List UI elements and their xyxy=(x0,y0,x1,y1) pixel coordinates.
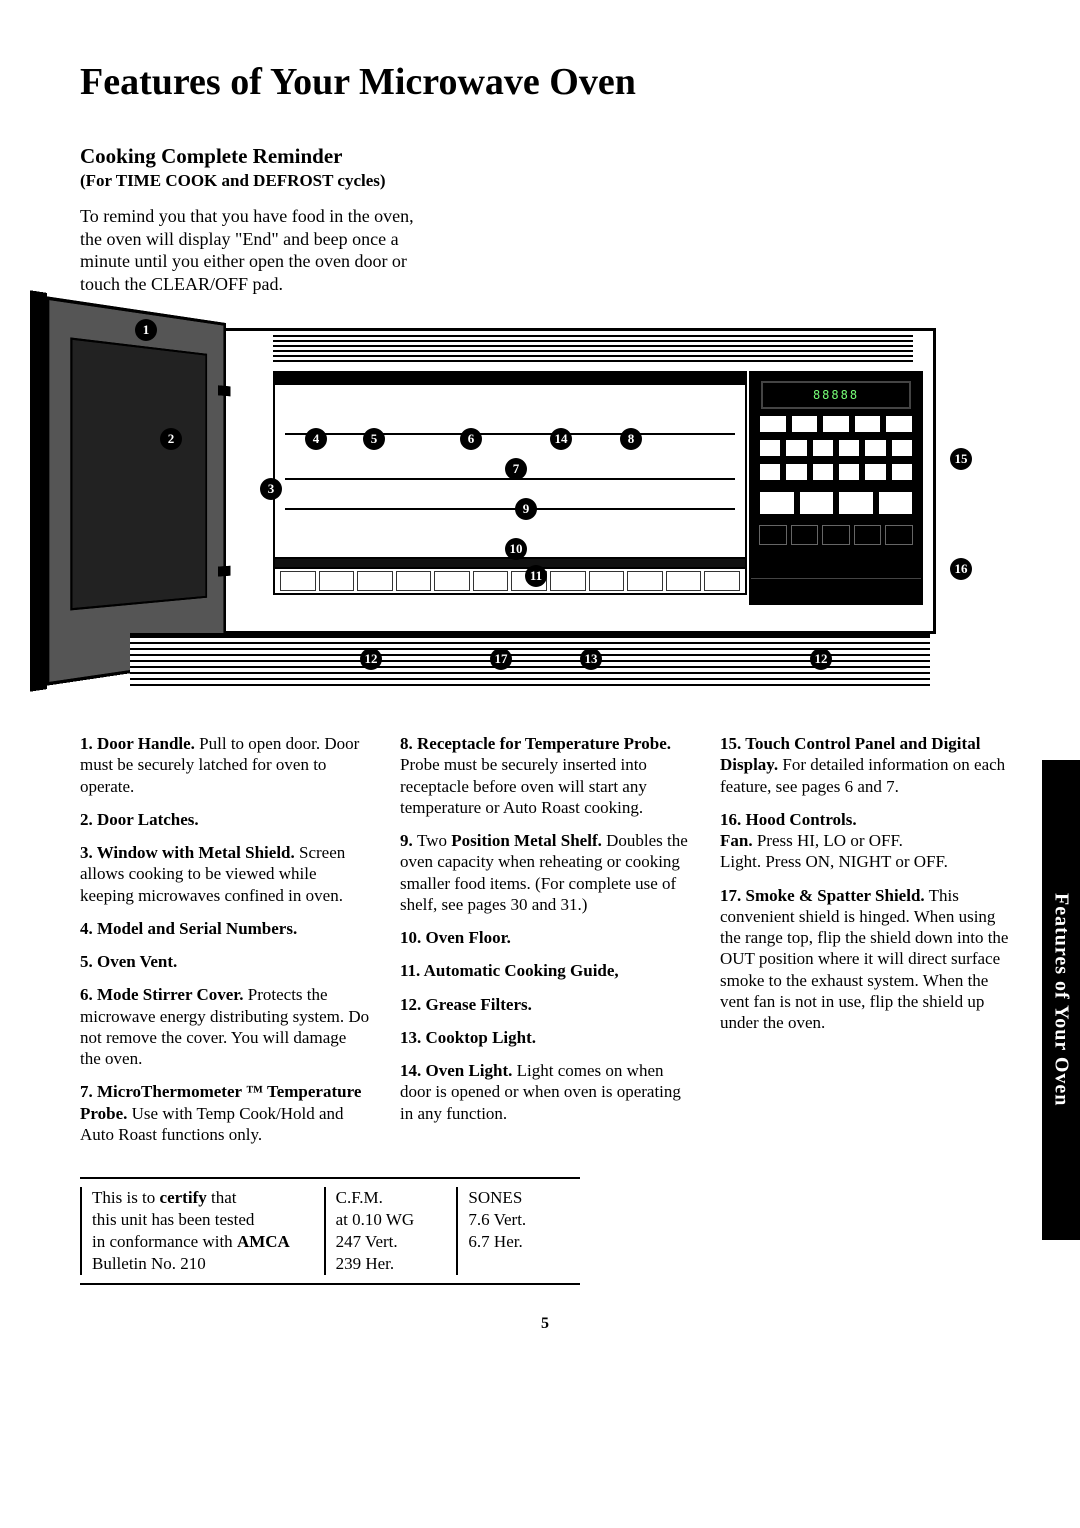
digital-display: 88888 xyxy=(761,381,911,409)
key xyxy=(854,415,882,433)
shelf-lower xyxy=(285,508,735,510)
key xyxy=(854,525,882,545)
key xyxy=(864,463,886,481)
feature-item: 8. Receptacle for Temperature Probe. Pro… xyxy=(400,733,690,818)
features-col-2: 8. Receptacle for Temperature Probe. Pro… xyxy=(400,733,690,1157)
cert-col-2: C.F.M.at 0.10 WG247 Vert.239 Her. xyxy=(324,1187,457,1275)
feature-item: 5. Oven Vent. xyxy=(80,951,370,972)
manual-page: Features of Your Microwave Oven Cooking … xyxy=(0,0,1080,1373)
control-row-2 xyxy=(759,439,913,457)
key xyxy=(785,439,807,457)
features-col-3: 15. Touch Control Panel and Digital Disp… xyxy=(720,733,1010,1157)
callout-10: 10 xyxy=(505,538,527,560)
feature-item: 1. Door Handle. Pull to open door. Door … xyxy=(80,733,370,797)
callout-17: 17 xyxy=(490,648,512,670)
cooking-guide-strip xyxy=(275,567,745,593)
control-row-3 xyxy=(759,463,913,481)
callout-3: 3 xyxy=(260,478,282,500)
callout-7: 7 xyxy=(505,458,527,480)
oven-door xyxy=(46,296,226,686)
page-title: Features of Your Microwave Oven xyxy=(80,60,1010,104)
door-window xyxy=(70,337,207,610)
key xyxy=(812,463,834,481)
key xyxy=(878,491,914,515)
feature-item: 6. Mode Stirrer Cover. Protects the micr… xyxy=(80,984,370,1069)
feature-item: 2. Door Latches. xyxy=(80,809,370,830)
subtitle-paren: (For TIME COOK and DEFROST cycles) xyxy=(80,171,1010,191)
key xyxy=(791,525,819,545)
key xyxy=(891,463,913,481)
shelf-upper xyxy=(285,433,735,435)
top-vent xyxy=(273,335,913,365)
control-row-1 xyxy=(759,415,913,433)
key xyxy=(759,463,781,481)
door-handle xyxy=(30,290,47,691)
microwave-diagram: 88888 xyxy=(90,313,960,703)
callout-5: 5 xyxy=(363,428,385,450)
callout-1: 1 xyxy=(135,319,157,341)
side-tab: Features of Your Oven xyxy=(1042,760,1080,1240)
callout-9: 9 xyxy=(515,498,537,520)
features-col-1: 1. Door Handle. Pull to open door. Door … xyxy=(80,733,370,1157)
oven-interior xyxy=(273,371,747,595)
section-subtitle: Cooking Complete Reminder xyxy=(80,144,1010,169)
hood-controls xyxy=(751,578,921,603)
feature-item: 14. Oven Light. Light comes on when door… xyxy=(400,1060,690,1124)
key xyxy=(812,439,834,457)
feature-item: 9. Two Position Metal Shelf. Doubles the… xyxy=(400,830,690,915)
key xyxy=(822,415,850,433)
page-number: 5 xyxy=(80,1315,1010,1333)
callout-2: 2 xyxy=(160,428,182,450)
key xyxy=(759,439,781,457)
microwave-body: 88888 xyxy=(130,328,936,634)
key xyxy=(785,463,807,481)
key xyxy=(891,439,913,457)
key xyxy=(838,491,874,515)
feature-item: 4. Model and Serial Numbers. xyxy=(80,918,370,939)
control-panel: 88888 xyxy=(749,371,923,605)
feature-item: 3. Window with Metal Shield. Screen allo… xyxy=(80,842,370,906)
control-row-5 xyxy=(759,525,913,545)
key xyxy=(822,525,850,545)
key xyxy=(864,439,886,457)
callout-8: 8 xyxy=(620,428,642,450)
interior-top xyxy=(275,373,745,385)
key xyxy=(759,415,787,433)
callout-13: 13 xyxy=(580,648,602,670)
callout-4: 4 xyxy=(305,428,327,450)
feature-item: 16. Hood Controls.Fan. Press HI, LO or O… xyxy=(720,809,1010,873)
door-latch xyxy=(218,385,230,396)
feature-item: 11. Automatic Cooking Guide, xyxy=(400,960,690,981)
callout-14: 14 xyxy=(550,428,572,450)
subtitle-block: Cooking Complete Reminder (For TIME COOK… xyxy=(80,144,1010,191)
key xyxy=(759,525,787,545)
feature-item: 10. Oven Floor. xyxy=(400,927,690,948)
feature-item: 7. MicroThermometer ™ Temperature Probe.… xyxy=(80,1081,370,1145)
key xyxy=(759,491,795,515)
features-columns: 1. Door Handle. Pull to open door. Door … xyxy=(80,733,1010,1157)
cert-col-1: This is to certify thatthis unit has bee… xyxy=(80,1187,324,1275)
intro-paragraph: To remind you that you have food in the … xyxy=(80,205,440,295)
feature-item: 12. Grease Filters. xyxy=(400,994,690,1015)
key xyxy=(838,439,860,457)
key xyxy=(799,491,835,515)
cert-col-3: SONES7.6 Vert.6.7 Her. xyxy=(456,1187,580,1275)
feature-item: 17. Smoke & Spatter Shield. This conveni… xyxy=(720,885,1010,1034)
callout-15: 15 xyxy=(950,448,972,470)
callout-12: 12 xyxy=(360,648,382,670)
callout-6: 6 xyxy=(460,428,482,450)
key xyxy=(791,415,819,433)
feature-item: 15. Touch Control Panel and Digital Disp… xyxy=(720,733,1010,797)
callout-12b: 12 xyxy=(810,648,832,670)
callout-11: 11 xyxy=(525,565,547,587)
callout-16: 16 xyxy=(950,558,972,580)
key xyxy=(838,463,860,481)
key xyxy=(885,415,913,433)
key xyxy=(885,525,913,545)
control-row-4 xyxy=(759,491,913,515)
certification-table: This is to certify thatthis unit has bee… xyxy=(80,1177,580,1285)
feature-item: 13. Cooktop Light. xyxy=(400,1027,690,1048)
door-latch xyxy=(218,566,230,577)
